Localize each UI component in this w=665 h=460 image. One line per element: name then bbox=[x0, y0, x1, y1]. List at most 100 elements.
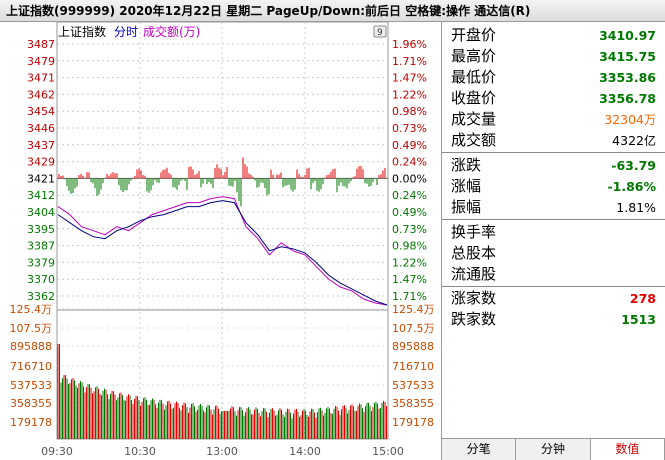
chart-grid bbox=[57, 22, 388, 439]
row-open: 开盘价 3410.97 bbox=[442, 25, 665, 46]
bottom-tabs: 分笔 分钟 数值 bbox=[441, 438, 665, 460]
volume-tick-label-right: 895888 bbox=[392, 340, 434, 353]
row-high: 最高价 3415.75 bbox=[442, 46, 665, 67]
amplitude-value: 1.81% bbox=[616, 200, 656, 215]
volume-tick-label: 537533 bbox=[10, 379, 52, 392]
divider bbox=[442, 286, 665, 287]
percent-tick-label: 0.73% bbox=[392, 122, 427, 135]
row-decliners: 跌家数 1513 bbox=[442, 309, 665, 330]
percent-tick-label: 0.49% bbox=[392, 139, 427, 152]
price-tick-label: 3387 bbox=[27, 240, 55, 253]
row-change: 涨跌 -63.79 bbox=[442, 155, 665, 176]
percent-tick-label: 1.47% bbox=[392, 273, 427, 286]
intraday-chart[interactable]: 3487 1.96% 3479 1.71% 3471 1.47% 3462 1.22% 3454… bbox=[0, 21, 440, 460]
low-label: 最低价 bbox=[451, 68, 497, 86]
legend-volume: 成交额(万) bbox=[143, 24, 200, 39]
price-tick-label: 3370 bbox=[27, 273, 55, 286]
tab-minutes[interactable]: 分钟 bbox=[516, 439, 591, 460]
intraday-chart-svg[interactable]: 3487 1.96% 3479 1.71% 3471 1.47% 3462 1.22% 3454… bbox=[0, 21, 440, 460]
price-tick-label: 3479 bbox=[27, 55, 55, 68]
time-tick-label: 15:00 bbox=[372, 445, 404, 458]
float-shares-label: 流通股 bbox=[451, 265, 497, 283]
percent-tick-label: 0.49% bbox=[392, 206, 427, 219]
percent-tick-label: 1.96% bbox=[392, 38, 427, 51]
price-tick-label: 3395 bbox=[27, 223, 55, 236]
row-change-pct: 涨幅 -1.86% bbox=[442, 176, 665, 197]
svg-text:9: 9 bbox=[377, 28, 383, 38]
percent-tick-label: 0.24% bbox=[392, 156, 427, 169]
high-label: 最高价 bbox=[451, 47, 497, 65]
volume-tick-label: 107.5万 bbox=[10, 322, 53, 335]
chart-frame bbox=[56, 21, 389, 440]
row-advancers: 涨家数 278 bbox=[442, 288, 665, 309]
volume-tick-label-right: 358355 bbox=[392, 397, 434, 410]
volume-tick-label: 716710 bbox=[10, 360, 52, 373]
price-tick-label: 3421 bbox=[27, 172, 55, 185]
high-value: 3415.75 bbox=[599, 49, 656, 64]
turnover-label: 换手率 bbox=[451, 223, 497, 241]
price-series-line bbox=[57, 196, 388, 306]
volume-tick-label: 895888 bbox=[10, 340, 52, 353]
row-turnover: 换手率 bbox=[442, 222, 665, 243]
low-value: 3353.86 bbox=[599, 70, 656, 85]
change-label: 涨跌 bbox=[451, 156, 482, 174]
tab-ticks[interactable]: 分笔 bbox=[442, 439, 517, 460]
decliners-label: 跌家数 bbox=[451, 310, 497, 328]
percent-tick-label: 1.47% bbox=[392, 72, 427, 85]
price-tick-label: 3454 bbox=[27, 105, 55, 118]
decliners-value: 1513 bbox=[621, 312, 656, 327]
volume-tick-label-right: 537533 bbox=[392, 379, 434, 392]
advancers-label: 涨家数 bbox=[451, 289, 497, 307]
price-tick-label: 3404 bbox=[27, 206, 55, 219]
amount-value: 4322亿 bbox=[612, 133, 656, 148]
quote-panel: 开盘价 3410.97 最高价 3415.75 最低价 3353.86 收盘价 … bbox=[441, 22, 665, 438]
percent-tick-label: 0.24% bbox=[392, 189, 427, 202]
time-tick-label: 09:30 bbox=[41, 445, 73, 458]
change-value: -63.79 bbox=[611, 158, 656, 173]
volume-tick-label: 358355 bbox=[10, 397, 52, 410]
price-tick-label: 3379 bbox=[27, 256, 55, 269]
row-amount: 成交额 4322亿 bbox=[442, 130, 665, 151]
legend-index-name: 上证指数 bbox=[58, 24, 106, 39]
time-tick-label: 10:30 bbox=[124, 445, 156, 458]
price-tick-label: 3437 bbox=[27, 139, 55, 152]
row-close: 收盘价 3356.78 bbox=[442, 88, 665, 109]
time-tick-label: 14:00 bbox=[289, 445, 321, 458]
amount-label: 成交额 bbox=[451, 131, 497, 149]
close-label: 收盘价 bbox=[451, 89, 497, 107]
volume-bars bbox=[57, 344, 387, 439]
change-pct-value: -1.86% bbox=[607, 179, 656, 194]
total-shares-label: 总股本 bbox=[451, 244, 497, 262]
chart-legend: 上证指数 分时 成交额(万) bbox=[58, 24, 200, 39]
volume-label: 成交量 bbox=[451, 110, 497, 128]
price-lines bbox=[57, 196, 388, 306]
window-title: 上证指数(999999) 2020年12月22日 星期二 PageUp/Down… bbox=[0, 0, 665, 22]
change-pct-label: 涨幅 bbox=[451, 177, 482, 195]
row-total-shares: 总股本 bbox=[442, 243, 665, 264]
volume-tick-label: 125.4万 bbox=[10, 303, 53, 316]
price-tick-label: 3462 bbox=[27, 88, 55, 101]
advancers-value: 278 bbox=[629, 291, 656, 306]
time-tick-label: 13:00 bbox=[206, 445, 238, 458]
volume-value: 32304万 bbox=[604, 112, 656, 127]
divider bbox=[442, 152, 665, 153]
row-float-shares: 流通股 bbox=[442, 264, 665, 285]
percent-tick-label: 1.22% bbox=[392, 256, 427, 269]
volume-tick-label: 179178 bbox=[10, 416, 52, 429]
price-tick-label: 3362 bbox=[27, 290, 55, 303]
open-label: 开盘价 bbox=[451, 26, 497, 44]
price-tick-label: 3412 bbox=[27, 189, 55, 202]
percent-tick-label: 0.98% bbox=[392, 240, 427, 253]
tab-values[interactable]: 数值 bbox=[590, 439, 665, 460]
open-value: 3410.97 bbox=[599, 28, 656, 43]
amplitude-label: 振幅 bbox=[451, 198, 482, 216]
price-tick-label: 3429 bbox=[27, 156, 55, 169]
legend-mode: 分时 bbox=[114, 25, 138, 39]
volume-tick-label-right: 179178 bbox=[392, 416, 434, 429]
percent-tick-label: 0.98% bbox=[392, 105, 427, 118]
close-value: 3356.78 bbox=[599, 91, 656, 106]
chart-settings-icon[interactable]: 9 bbox=[373, 25, 387, 38]
divider bbox=[442, 219, 665, 220]
row-amplitude: 振幅 1.81% bbox=[442, 197, 665, 218]
percent-tick-label: 1.22% bbox=[392, 88, 427, 101]
